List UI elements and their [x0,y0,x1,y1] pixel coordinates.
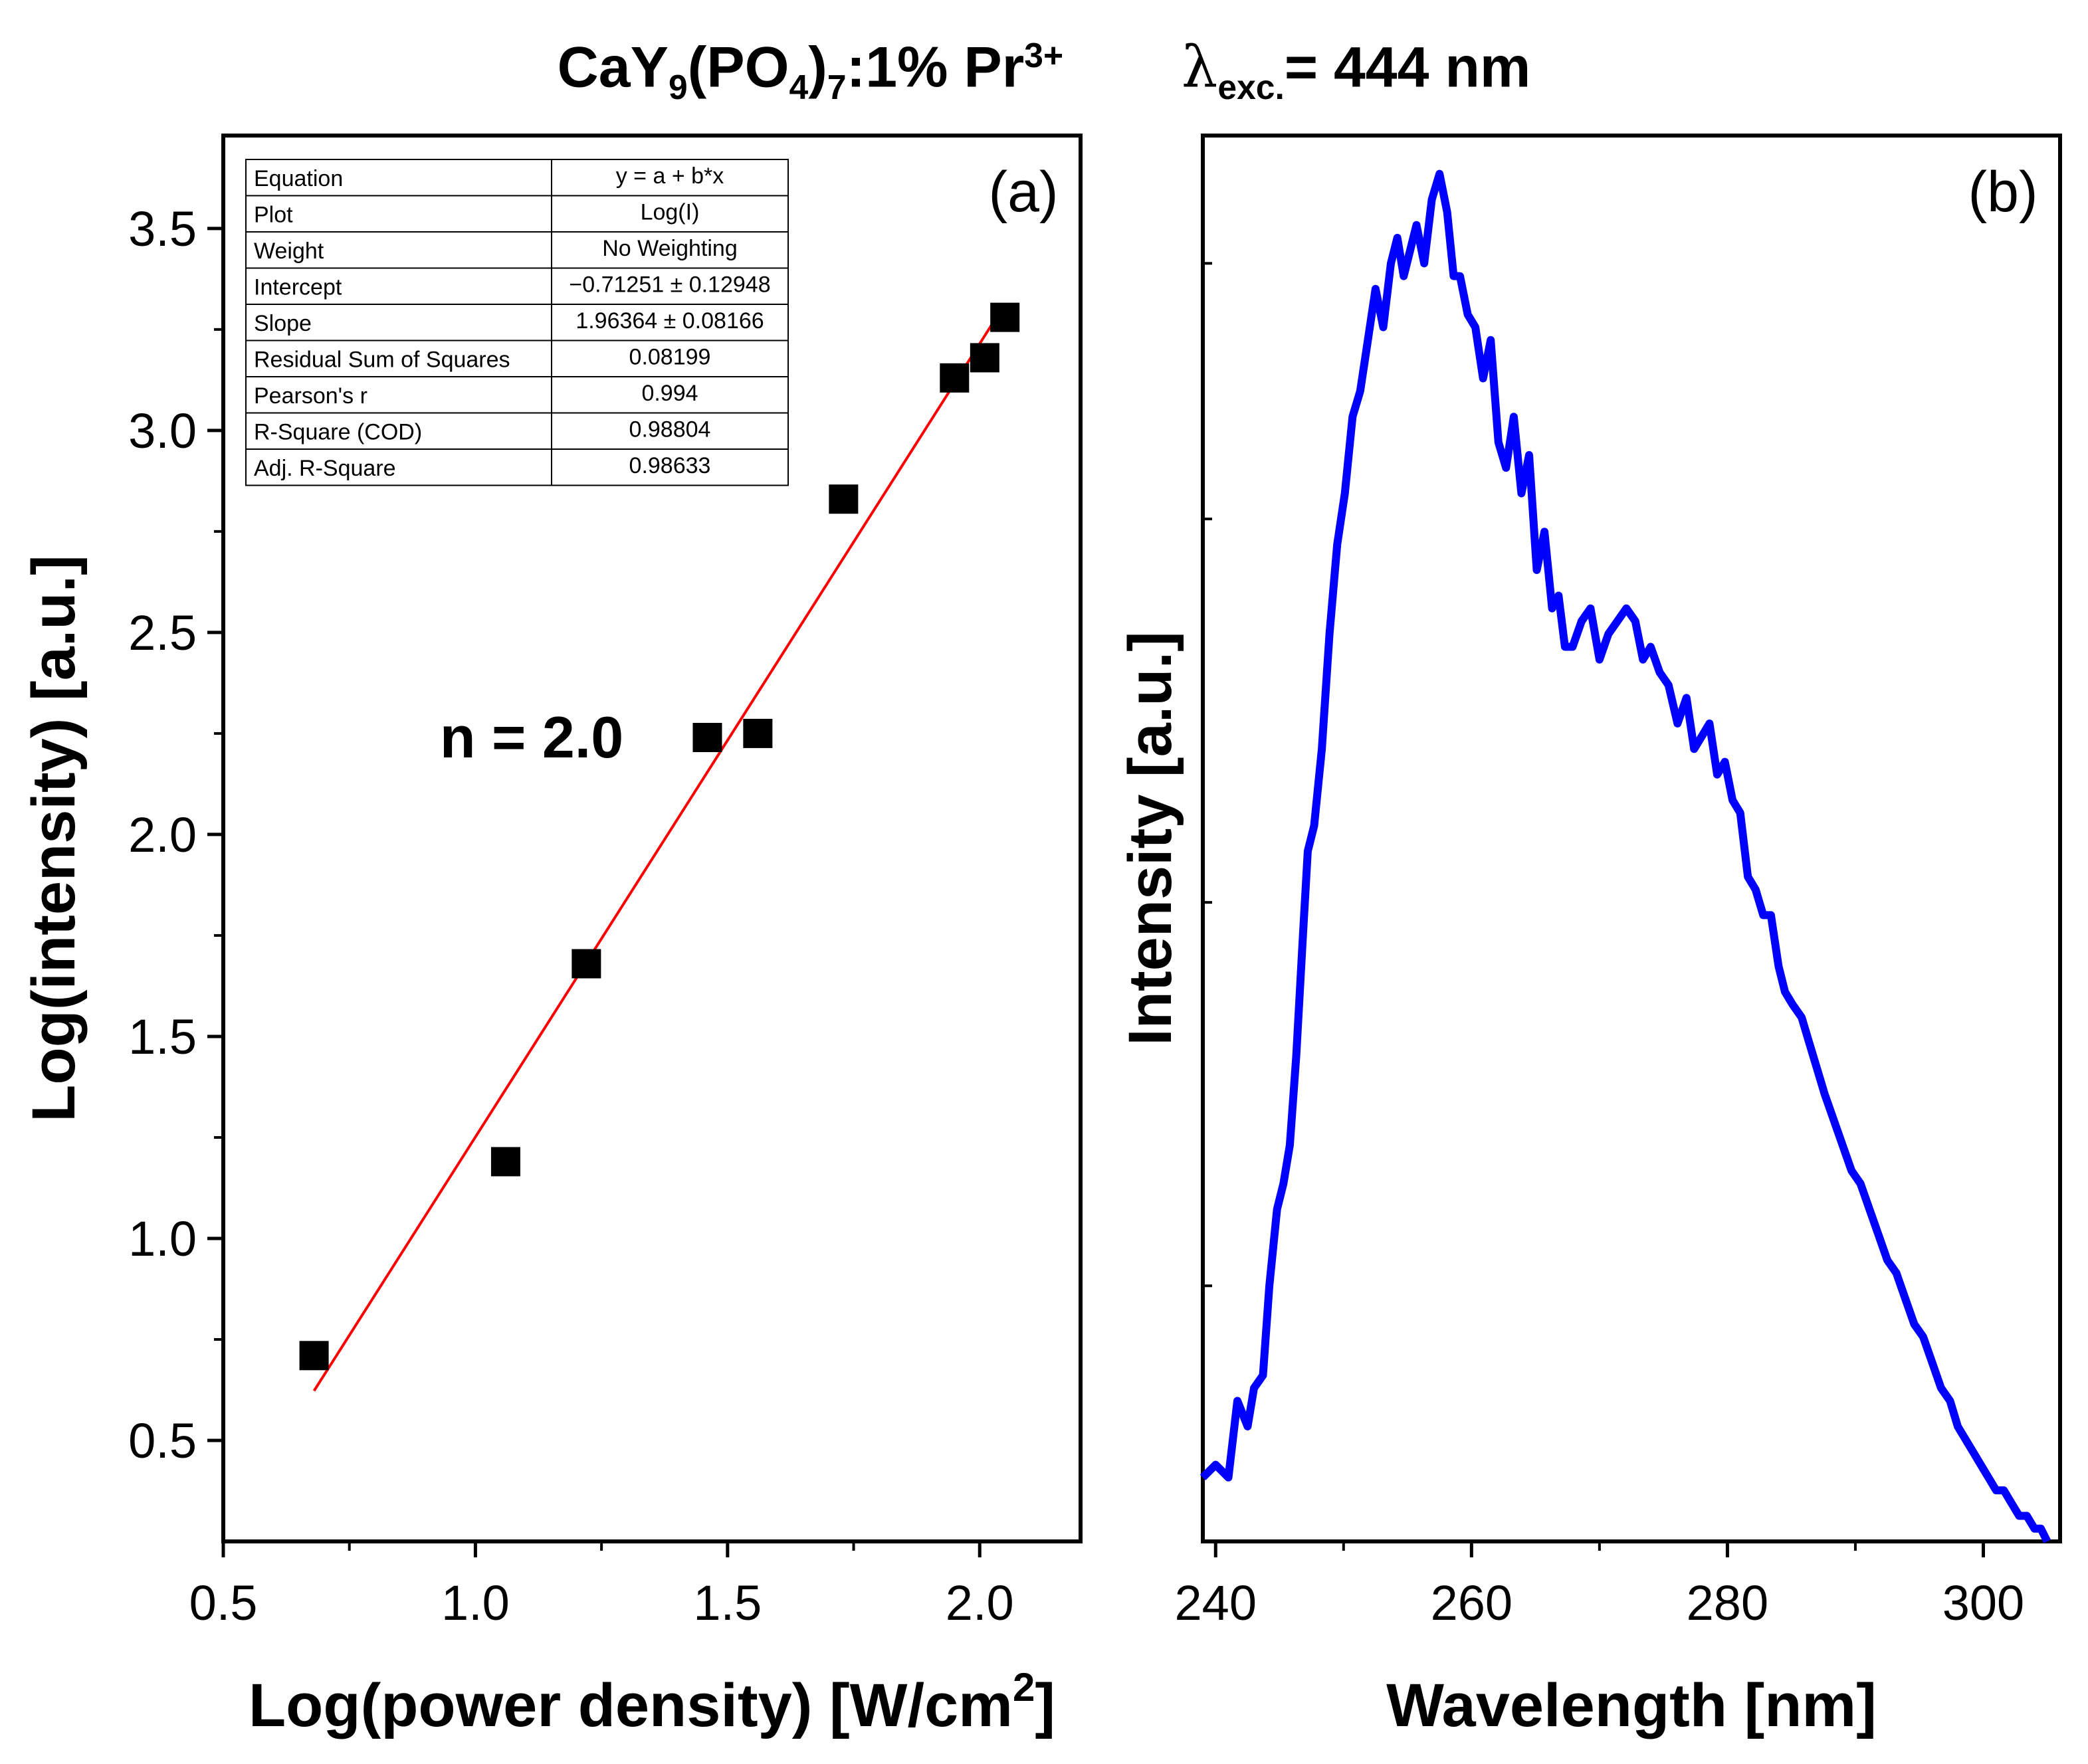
table-cell-value: 1.96364 ± 0.08166 [575,308,764,334]
data-points [299,302,1020,1371]
table-cell-label: Adj. R-Square [254,456,396,481]
table-cell-value: 0.994 [641,381,698,406]
table-cell-label: Intercept [254,275,342,300]
panel-a-xlabel: Log(power density) [W/cm2] [249,1665,1055,1739]
data-point [829,484,859,514]
panel-b-chart: 240 260 280 300 (b) Intensity [a.u.] Wavele… [1116,134,2062,1739]
data-point [940,363,970,393]
x-tick-label: 260 [1431,1575,1513,1630]
panel-a-ticks: 0.5 1.0 1.5 2.0 0.5 1.0 1.5 2.0 2.5 3.0 3.5 [128,201,1014,1630]
y-tick-label: 2.5 [128,605,197,660]
panel-b-ylabel: Intensity [a.u.] [1116,631,1184,1046]
x-tick-label: 2.0 [946,1575,1014,1630]
table-cell-value: 0.98804 [629,417,711,442]
data-point [490,1147,520,1177]
data-point [572,949,601,979]
panel-a-chart: 0.5 1.0 1.5 2.0 0.5 1.0 1.5 2.0 2.5 3.0 3.5 (a) n … [20,134,1083,1739]
data-point [743,718,773,748]
table-cell-value: −0.71251 ± 0.12948 [569,272,770,298]
y-tick-label: 3.5 [128,201,197,256]
linear-fit-line [312,303,1006,1392]
y-tick-label: 1.5 [128,1009,197,1064]
table-cell-label: Plot [254,203,293,228]
x-tick-label: 0.5 [189,1575,258,1630]
panel-b-frame [1201,134,2062,1543]
data-point [970,343,999,373]
data-point [299,1341,329,1371]
panel-a-ylabel: Log(intensity) [a.u.] [20,555,88,1122]
x-tick-label: 280 [1687,1575,1768,1630]
table-cell-label: Slope [254,311,312,336]
y-tick-label: 1.0 [128,1211,197,1266]
table-cell-label: Residual Sum of Squares [254,347,510,373]
data-point [990,302,1020,332]
y-tick-label: 0.5 [128,1413,197,1468]
panel-b-ticks: 240 260 280 300 [1175,262,2024,1630]
table-cell-value: Log(I) [641,200,700,225]
excitation-spectrum-line [1200,169,2051,1543]
table-cell-value: 0.08199 [629,345,711,370]
table-cell-label: Equation [254,166,343,191]
panel-a-frame [221,134,1083,1543]
x-tick-label: 300 [1942,1575,2024,1630]
x-tick-label: 1.0 [441,1575,510,1630]
fit-results-table: Equation y = a + b*x Plot Log(I) Weight No We… [245,159,789,486]
x-tick-label: 240 [1175,1575,1257,1630]
table-cell-label: Weight [254,239,324,264]
table-border [245,159,789,486]
x-tick-label: 1.5 [693,1575,762,1630]
panel-b-xlabel: Wavelength [nm] [1386,1672,1877,1739]
table-cell-value: No Weighting [602,236,738,261]
y-tick-label: 2.0 [128,807,197,862]
slope-annotation: n = 2.0 [440,704,623,770]
panel-b-label: (b) [1968,160,2037,224]
figure-title: CaY9(PO4)7:1% Pr3+ λexc.= 444 nm [557,34,1531,106]
table-cell-label: Pearson's r [254,383,367,409]
table-cell-value: y = a + b*x [616,163,724,189]
y-tick-label: 3.0 [128,403,197,458]
panel-a-label: (a) [988,160,1058,224]
table-cell-label: R-Square (COD) [254,420,422,445]
data-point [692,722,722,752]
table-cell-value: 0.98633 [629,453,711,478]
